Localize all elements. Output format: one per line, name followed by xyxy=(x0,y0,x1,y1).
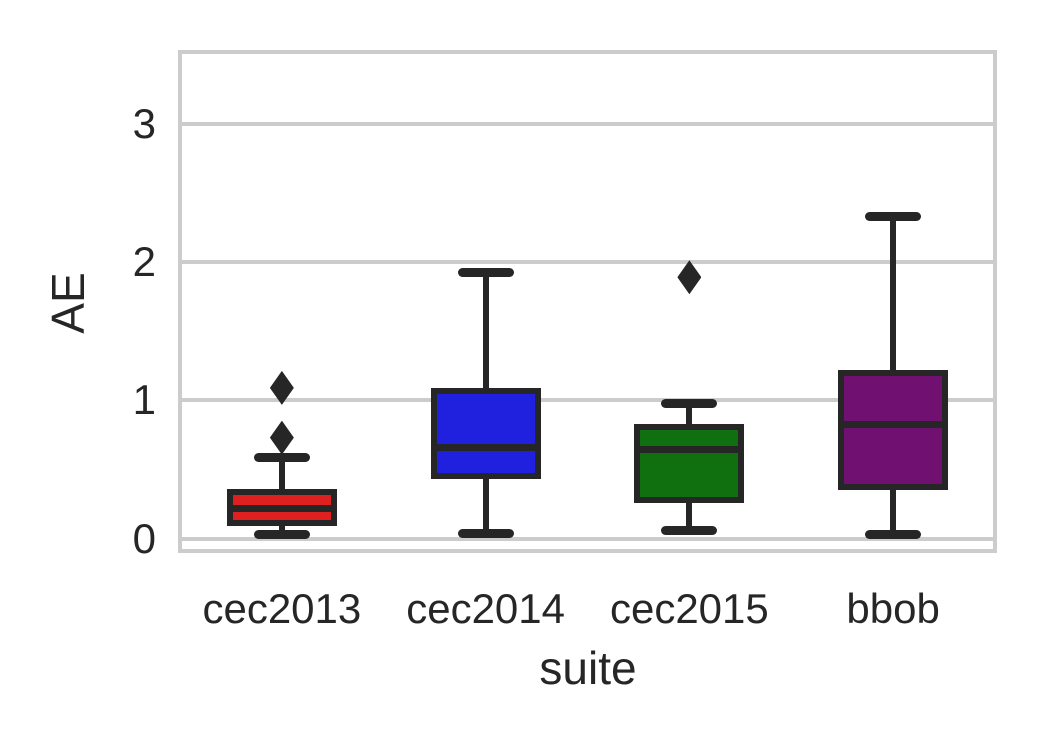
box-bbob xyxy=(838,369,949,491)
whisker-cap xyxy=(253,453,310,462)
x-tick-label: bbob xyxy=(846,585,940,632)
y-tick-label: 0 xyxy=(132,514,156,562)
gridline xyxy=(182,398,993,403)
x-axis-title: suite xyxy=(539,642,637,694)
y-tick-label: 3 xyxy=(132,99,156,147)
whisker-cap xyxy=(661,399,718,409)
y-tick-label: 1 xyxy=(132,376,156,424)
median-line xyxy=(841,420,946,428)
whisker-cap xyxy=(865,212,922,222)
box-cec2015 xyxy=(634,423,745,503)
box-cec2014 xyxy=(430,387,541,480)
gridline xyxy=(182,121,993,126)
whisker-cap xyxy=(457,529,514,539)
median-line xyxy=(433,444,538,452)
gridline xyxy=(182,260,993,265)
gridline xyxy=(182,536,993,541)
median-line xyxy=(637,445,742,453)
whisker-cap xyxy=(253,530,310,540)
whisker-cap xyxy=(865,530,922,540)
y-axis-title: AE xyxy=(42,272,94,334)
x-tick-label: cec2013 xyxy=(202,585,362,632)
y-tick-label: 2 xyxy=(132,238,156,286)
x-tick-label: cec2014 xyxy=(406,585,566,632)
x-tick-label: cec2015 xyxy=(609,585,769,632)
whisker-cap xyxy=(457,267,514,277)
median-line xyxy=(229,505,334,513)
whisker-cap xyxy=(661,526,718,536)
plot-frame xyxy=(178,50,997,553)
